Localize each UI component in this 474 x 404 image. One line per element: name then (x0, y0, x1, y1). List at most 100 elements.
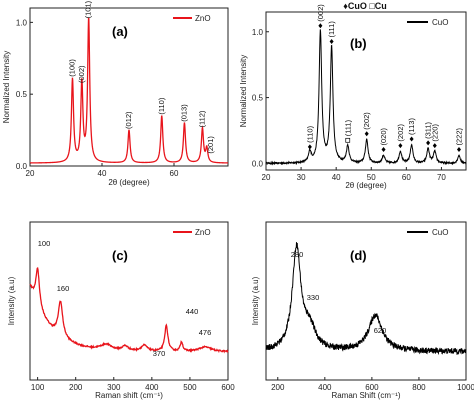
panel-b-frame (265, 11, 467, 171)
panel-b-x-tick-label: 60 (402, 173, 411, 182)
panel-b-x-tick-label: 50 (367, 173, 376, 182)
panel-a-series-line (29, 17, 228, 164)
panel-a-legend-label: ZnO (195, 14, 211, 23)
panel-b-cuo-marker (456, 147, 461, 153)
panel-b-cuo-marker (364, 131, 369, 137)
panel-a-peak-label: (100) (67, 59, 76, 77)
panel-b-x-tick-label: 20 (262, 173, 271, 182)
panel-a-peak-label: (013) (179, 104, 188, 122)
panel-d-ticks: 200 400 600 800 1000 (271, 377, 474, 392)
panel-a-frame (29, 7, 229, 167)
panel-b-x-label: 2θ (degree) (345, 181, 387, 190)
panel-c-x-tick-label: 600 (221, 383, 235, 392)
panel-c-letter: (c) (112, 248, 128, 263)
panel-a-x-tick-label: 20 (26, 169, 35, 178)
panel-b-peak-label: (111) (343, 119, 352, 136)
panel-c-peak-label: 440 (186, 307, 199, 316)
panel-a-peak-label: (101) (84, 0, 93, 18)
panel-c-x-tick-label: 200 (69, 383, 83, 392)
panel-d-x-tick-label: 1000 (457, 383, 474, 392)
panel-d-legend-label: CuO (432, 228, 448, 237)
panel-a-peak-labels: (100) (002) (101) (012) (110) (013) (112)(201) (67, 0, 214, 153)
panel-a-peak-label: (110) (157, 97, 166, 114)
panel-b-peak-label: (020) (379, 128, 388, 146)
panel-d-x-tick-label: 600 (365, 383, 379, 392)
panel-c-frame (29, 221, 229, 381)
panel-b-cuo-marker (381, 147, 386, 153)
panel-b-letter: (b) (350, 36, 367, 51)
panel-a-x-tick-label: 60 (170, 169, 179, 178)
panel-a-y-label: Normalized Intensity (2, 51, 11, 123)
panel-b-cuo-marker (318, 23, 323, 29)
panel-b-cu-marker (345, 137, 351, 143)
panel-b-peak-label: (110) (305, 125, 314, 142)
panel-b-y-tick-label: 0.0 (252, 159, 264, 168)
panel-d-x-tick-label: 800 (412, 383, 426, 392)
panel-b-cuo-marker (307, 144, 312, 150)
panel-a-x-tick-label: 40 (98, 169, 107, 178)
panel-c-legend-label: ZnO (195, 228, 211, 237)
panel-b-cuo-marker (426, 140, 431, 146)
panel-d-x-label: Raman Shift (cm⁻¹) (331, 391, 400, 400)
panel-a-peak-label: (002) (77, 65, 86, 83)
panel-b-peak-label: (311) (424, 121, 433, 138)
panel-d-peak-labels: 280 330 620 (291, 250, 387, 335)
panel-d-frame (265, 221, 467, 381)
panel-d: 200 400 600 800 1000 280 330 620 (d) CuO Raman… (251, 221, 474, 400)
panel-d-y-label: Intensity (a.u) (251, 276, 260, 325)
panel-d-peak-label: 330 (307, 293, 320, 302)
panel-c-peak-label: 370 (153, 349, 166, 358)
panel-d-x-tick-label: 400 (318, 383, 332, 392)
panel-d-x-tick-label: 200 (271, 383, 285, 392)
panel-b-peak-label: (222) (454, 128, 463, 146)
panel-b-peak-label: (002) (316, 4, 325, 22)
panel-b-cuo-marker (409, 136, 414, 142)
panel-c-x-tick-label: 100 (31, 383, 45, 392)
panel-b-cuo-marker (329, 39, 334, 45)
panel-a-y-tick-label: 0.0 (16, 162, 28, 171)
panel-d-series-line (265, 242, 467, 356)
panel-b-legend-label: CuO (432, 18, 448, 27)
panel-b-y-tick-label: 0.5 (252, 94, 264, 103)
panel-c-x-label: Raman shift (cm⁻¹) (95, 391, 163, 400)
panel-b-x-tick-label: 30 (297, 173, 306, 182)
panel-b-marker-legend: ♦CuO □Cu (343, 1, 387, 11)
panel-d-letter: (d) (350, 248, 367, 263)
panel-c-series-line (29, 267, 229, 354)
panel-b-peak-label: (220) (430, 124, 439, 142)
panel-a-peak-label: (012) (124, 111, 133, 129)
panel-a-ticks: 20 40 60 0.0 0.5 1.0 (16, 18, 179, 178)
panel-c-x-tick-label: 300 (107, 383, 121, 392)
panel-c-peak-label: 100 (38, 239, 51, 248)
panel-c-ticks: 100 200 300 400 500 600 (31, 377, 235, 392)
panel-b-peak-label: (202) (396, 124, 405, 142)
panel-c-x-tick-label: 500 (183, 383, 197, 392)
panel-c: 100 200 300 400 500 600 100 160 370 440 476 (c) Z… (7, 221, 235, 400)
panel-d-peak-label: 280 (291, 250, 304, 259)
panel-b-y-label: Normalized Intensity (239, 55, 248, 127)
panel-c-y-label: Intensity (a.u) (7, 276, 16, 325)
panel-a-peak-label: (201) (206, 136, 215, 154)
panel-b-ticks: 20 30 40 50 60 70 0.0 0.5 1.0 (252, 28, 447, 182)
panel-c-x-tick-label: 400 (145, 383, 159, 392)
panel-c-peak-label: 476 (199, 328, 212, 337)
panel-a-letter: (a) (112, 24, 128, 39)
panel-a-y-tick-label: 0.5 (16, 90, 28, 99)
panel-b-peak-label: (111) (327, 21, 336, 38)
panel-b-x-tick-label: 70 (437, 173, 446, 182)
panel-a-x-label: 2θ (degree) (108, 178, 150, 187)
panel-c-peak-labels: 100 160 370 440 476 (38, 239, 212, 358)
panel-a: 20 40 60 0.0 0.5 1.0 (100) (002) (101) (012) (110… (2, 0, 229, 187)
panel-b-y-tick-label: 1.0 (252, 28, 264, 37)
panel-b-series-line (265, 29, 467, 166)
panel-c-peak-label: 160 (57, 284, 70, 293)
panel-b-x-tick-label: 40 (332, 173, 341, 182)
panel-b-cuo-marker (432, 143, 437, 149)
panel-b-cuo-marker (398, 143, 403, 149)
panel-a-y-tick-label: 1.0 (16, 18, 28, 27)
panel-a-peak-label: (112) (197, 110, 206, 127)
panel-d-peak-label: 620 (374, 326, 387, 335)
panel-b-peak-label: (202) (362, 112, 371, 130)
panel-b-peak-labels: (110)(002)(111)(111) (202)(020) (202) (113)… (305, 4, 463, 153)
